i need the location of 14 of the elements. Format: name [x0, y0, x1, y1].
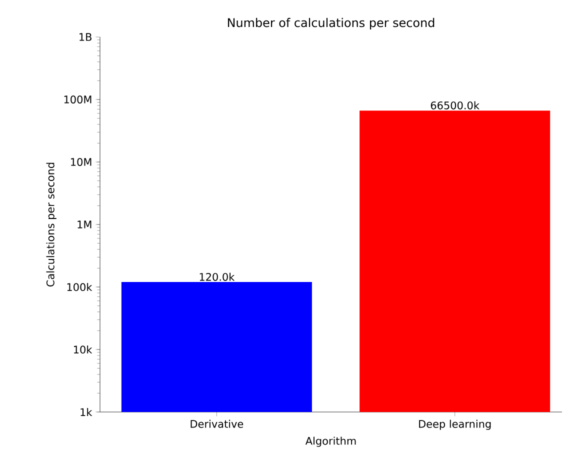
y-tick-label: 100k: [67, 282, 92, 292]
x-tick-label: Derivative: [190, 420, 244, 428]
y-tick-label: 10M: [71, 158, 92, 166]
data-label: 66500.0k: [430, 101, 480, 110]
x-tick-label: Deep learning: [419, 420, 491, 430]
y-tick-label: 100M: [64, 96, 92, 104]
y-tick-label: 1k: [80, 408, 92, 416]
y-tick-label: 1M: [78, 220, 92, 228]
y-tick-label: 10k: [74, 345, 92, 354]
y-tick-label: 1B: [80, 33, 92, 41]
x-axis-title: Algorithm: [305, 436, 356, 447]
data-label: 120.0k: [200, 272, 235, 281]
chart-title: Number of calculations per second: [228, 18, 434, 30]
y-axis-title: Calculations per second: [46, 162, 56, 286]
